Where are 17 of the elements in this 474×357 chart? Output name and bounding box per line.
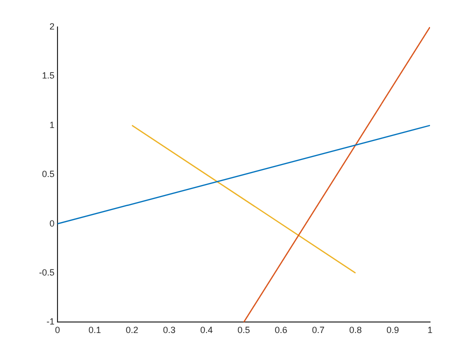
y-tick-label: 0.5 [42, 169, 55, 180]
y-tick-label: 2 [49, 21, 55, 32]
x-tick-label: 0.7 [312, 325, 325, 336]
y-tick-label: 1 [49, 120, 55, 130]
x-tick-label: 0.2 [126, 325, 138, 336]
y-tick-label: 0 [49, 218, 55, 228]
x-tick-label: 0.8 [349, 325, 362, 336]
x-tick-label: 0.1 [88, 325, 102, 336]
x-tick-label: 0.9 [386, 325, 400, 336]
x-tick-label: 0.3 [163, 325, 176, 336]
x-tick-label: 0.4 [200, 325, 213, 336]
y-tick-label: 1.5 [42, 70, 55, 81]
x-tick-label: 0.6 [274, 325, 288, 336]
y-tick-label: -0.5 [38, 267, 55, 278]
y-tick-label: -1 [46, 316, 55, 327]
x-tick-label: 1 [427, 325, 433, 336]
x-tick-label: 0.5 [237, 325, 250, 336]
